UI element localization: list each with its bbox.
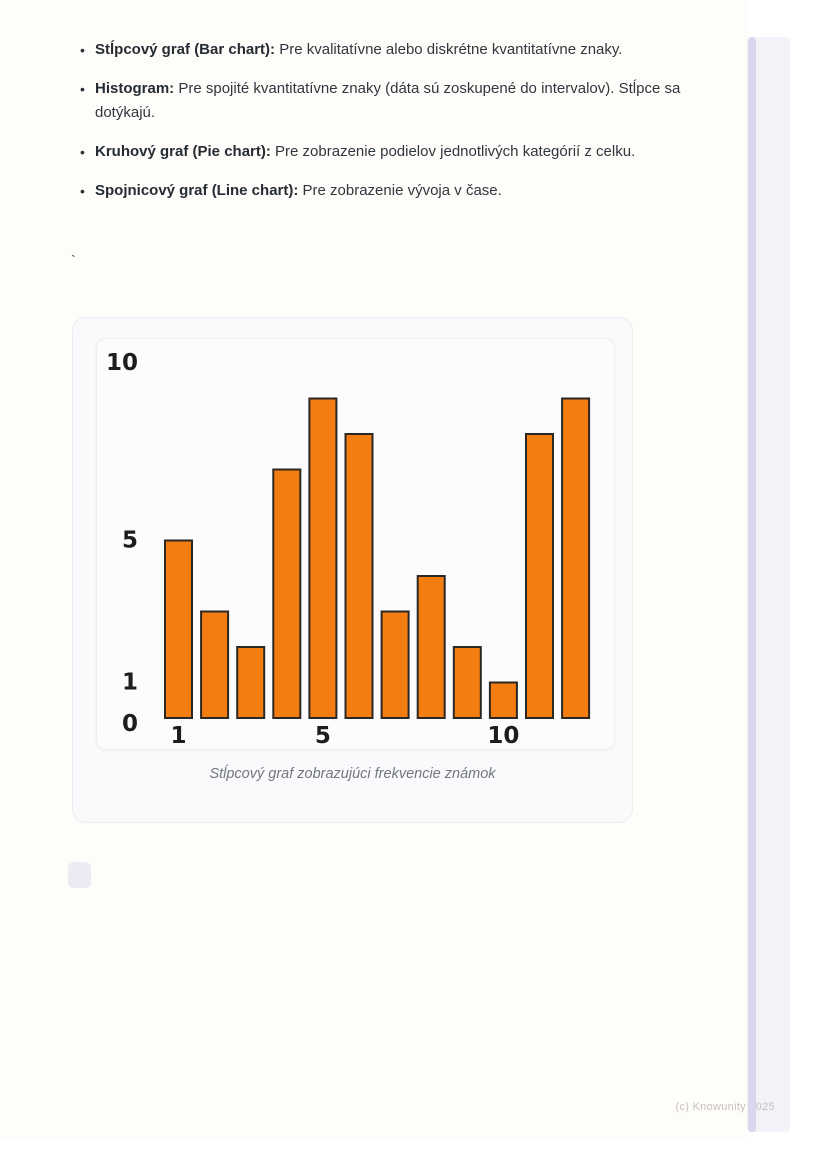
list-item-text: Histogram: Pre spojité kvantitatívne zna… [95,77,692,125]
bullet-icon: • [80,81,85,97]
document-page: • Stĺpcový graf (Bar chart): Pre kvalita… [68,38,775,1113]
bar [236,646,266,719]
list-item: • Stĺpcový graf (Bar chart): Pre kvalita… [80,38,692,62]
list-item-term: Spojnicový graf (Line chart): [95,182,299,199]
list-item-definition: Pre zobrazenie podielov jednotlivých kat… [270,143,636,160]
y-tick-label: 10 [106,350,138,376]
x-tick-label: 1 [170,723,186,749]
list-item-text: Spojnicový graf (Line chart): Pre zobraz… [95,179,502,203]
x-tick-label: 10 [487,723,519,749]
y-tick-label: 0 [122,711,138,737]
bar [380,610,410,719]
list-item-text: Kruhový graf (Pie chart): Pre zobrazenie… [95,140,635,164]
bar [416,575,446,719]
list-item: • Spojnicový graf (Line chart): Pre zobr… [80,179,692,203]
bullet-icon: • [80,42,85,58]
list-item-term: Stĺpcový graf (Bar chart): [95,41,276,58]
y-tick-label: 1 [122,670,138,696]
bar-chart-card: 0 1 5 10 1 5 10 [96,338,615,750]
scrollbar-thumb[interactable] [748,37,756,1132]
chart-caption: Stĺpcový graf zobrazujúci frekvencie zná… [209,766,496,782]
y-tick-label: 5 [122,528,138,554]
list-item-text: Stĺpcový graf (Bar chart): Pre kvalitatí… [95,38,622,62]
placeholder-box [68,862,91,888]
copyright-text: (c) Knowunity 2025 [675,1101,775,1113]
bar [200,610,230,719]
bar [452,646,482,719]
stray-backtick-text: ` [71,252,76,268]
x-tick-label: 5 [315,723,331,749]
bar [344,433,374,719]
list-item-definition: Pre kvalitatívne alebo diskrétne kvantit… [275,41,623,58]
bar [272,468,302,719]
bar [488,681,518,719]
list-item-term: Histogram: [95,80,175,97]
bar [561,397,591,719]
bullet-icon: • [80,144,85,160]
bullet-icon: • [80,183,85,199]
list-item-term: Kruhový graf (Pie chart): [95,143,271,160]
bar [525,433,554,719]
list-item-definition: Pre spojité kvantitatívne znaky (dáta sú… [95,80,681,121]
list-item: • Histogram: Pre spojité kvantitatívne z… [80,77,692,125]
chart-figure-container: 0 1 5 10 1 5 10 Stĺpcový graf zobrazujúci frek… [72,317,633,823]
chart-types-list: • Stĺpcový graf (Bar chart): Pre kvalita… [80,38,692,218]
list-item-definition: Pre zobrazenie vývoja v čase. [298,182,502,199]
bar [164,539,193,719]
list-item: • Kruhový graf (Pie chart): Pre zobrazen… [80,140,692,164]
bar [308,397,338,719]
